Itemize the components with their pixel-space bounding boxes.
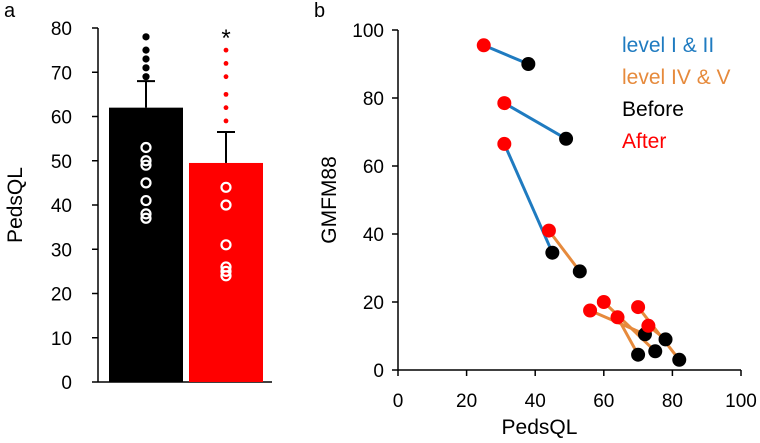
pair-line-2 — [503, 101, 567, 141]
data-point-before — [140, 194, 152, 207]
significance-star: * — [221, 25, 230, 52]
y-tick-label-a: 30 — [51, 240, 72, 261]
outlier-dot-after — [223, 47, 229, 53]
point-after-9 — [641, 318, 656, 333]
data-point-after — [220, 265, 232, 277]
data-point-before — [140, 208, 152, 220]
pair-line-6 — [602, 300, 657, 353]
point-after-8 — [631, 300, 646, 315]
legend-entry-before: Before — [622, 98, 684, 121]
outlier-dot-before — [142, 55, 150, 63]
point-after-1 — [476, 38, 491, 53]
y-tick-label-a: 60 — [51, 108, 72, 129]
legend-entry-level-iv-v: level IV & V — [622, 66, 731, 89]
point-before-6 — [648, 344, 663, 359]
data-point-after — [220, 199, 232, 211]
y-tick-label-b: 100 — [352, 21, 384, 42]
y-tick-label-b: 40 — [363, 225, 384, 246]
point-before-8 — [672, 352, 687, 367]
y-tick-label-b: 60 — [363, 157, 384, 178]
y-tick-label-b: 80 — [363, 89, 384, 110]
point-after-5 — [583, 303, 598, 318]
outlier-dot-after — [223, 105, 229, 111]
data-point-before — [140, 141, 152, 154]
data-point-before — [140, 212, 152, 224]
y-axis-title-b: GMFM88 — [318, 156, 341, 244]
legend-entry-after: After — [622, 130, 666, 153]
outlier-dot-after — [223, 91, 229, 97]
outlier-dot-after — [223, 61, 229, 66]
data-point-before — [140, 177, 152, 189]
x-tick-label-b: 40 — [525, 391, 546, 412]
point-before-4 — [572, 264, 587, 279]
pair-line-4 — [547, 229, 581, 273]
point-after-7 — [610, 310, 625, 325]
outlier-dot-before — [142, 64, 150, 72]
y-tick-label-a: 20 — [51, 285, 72, 306]
outlier-dot-before — [142, 46, 150, 54]
data-point-before — [140, 155, 152, 167]
point-before-3 — [545, 245, 560, 260]
point-after-2 — [497, 96, 512, 111]
y-tick-label-a: 0 — [61, 373, 72, 394]
point-before-1 — [521, 57, 536, 71]
y-tick-label-a: 10 — [51, 329, 72, 350]
point-after-4 — [541, 223, 556, 238]
x-tick-label-b: 60 — [593, 391, 614, 412]
panel-a-bar-chart: a 0 10 20 30 40 50 60 70 80 PedsQL * — [4, 0, 272, 394]
panel-label-a: a — [4, 0, 16, 22]
bar-before — [109, 107, 183, 383]
point-before-7 — [631, 347, 646, 362]
panel-label-b: b — [314, 0, 325, 22]
point-before-2 — [559, 131, 574, 146]
data-point-after — [220, 181, 232, 193]
point-after-3 — [497, 136, 512, 151]
panel-b-scatter-chart: b 0 20 40 60 80 100 0 20 40 60 80 100 PedsQL GMFM88 lev… — [314, 0, 757, 439]
y-tick-label-b: 20 — [363, 293, 384, 314]
x-tick-label-b: 100 — [725, 391, 757, 412]
y-tick-label-a: 40 — [51, 196, 72, 217]
x-tick-label-b: 80 — [662, 391, 683, 412]
x-axis-title-b: PedsQL — [502, 416, 578, 438]
outlier-dot-after — [223, 74, 229, 80]
outlier-dot-before — [142, 73, 150, 81]
y-tick-label-b: 0 — [373, 361, 384, 382]
pair-line-1 — [483, 43, 529, 66]
data-point-after — [220, 270, 232, 282]
outlier-dot-after — [223, 118, 229, 124]
y-tick-label-a: 50 — [51, 152, 72, 173]
point-before-9 — [658, 332, 673, 347]
data-point-before — [140, 159, 152, 171]
point-after-6 — [596, 295, 611, 309]
y-tick-label-a: 70 — [51, 63, 72, 84]
legend-entry-level-i-ii: level I & II — [622, 34, 714, 57]
data-point-after — [220, 239, 232, 251]
x-tick-label-b: 20 — [456, 391, 477, 412]
y-axis-title-a: PedsQL — [4, 167, 27, 243]
y-tick-label-a: 80 — [51, 19, 72, 40]
pair-line-7 — [616, 316, 640, 356]
outlier-dot-before — [142, 33, 150, 41]
x-tick-label-b: 0 — [393, 391, 404, 412]
